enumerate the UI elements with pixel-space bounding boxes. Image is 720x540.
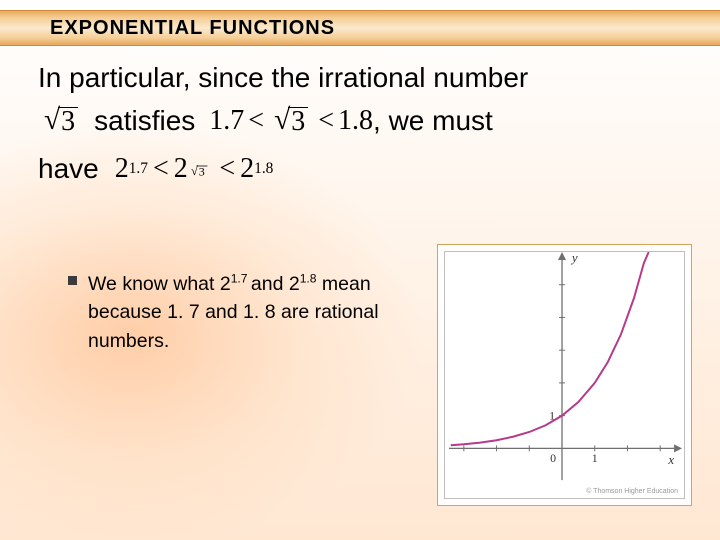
sqrt3-mid: √3	[274, 106, 308, 135]
sqrt3-symbol: √3	[44, 106, 78, 135]
chart-svg: 101yx	[445, 252, 684, 498]
title-bar: EXPONENTIAL FUNCTIONS	[0, 10, 720, 46]
chart-frame: 101yx © Thomson Higher Education	[437, 244, 692, 506]
chart-canvas: 101yx © Thomson Higher Education	[444, 251, 685, 499]
svg-text:y: y	[570, 252, 578, 265]
ineq-lhs: 1.7	[209, 99, 244, 142]
bullet-text-a: We know what 2	[88, 273, 231, 295]
svg-text:1: 1	[592, 451, 598, 465]
have-text: have	[38, 147, 99, 190]
body-text: In particular, since the irrational numb…	[38, 56, 688, 190]
bullet-square-icon	[68, 276, 77, 285]
bullet-sup2: 1.8	[300, 272, 317, 286]
bullet-text-b: and 2	[251, 273, 300, 295]
chart-credit: © Thomson Higher Education	[586, 488, 678, 495]
sqrt-arg: 3	[58, 107, 78, 136]
inequality-2: 21.7 < 2√3 < 21.8	[115, 147, 274, 190]
ineq-rhs: 1.8	[338, 99, 373, 142]
slide-root: EXPONENTIAL FUNCTIONS In particular, sin…	[0, 0, 720, 540]
bullet-note: We know what 21.7 and 21.8 mean because …	[88, 270, 428, 355]
inequality-1: 1.7 < √3 < 1.8	[209, 99, 373, 142]
svg-text:0: 0	[550, 451, 556, 465]
satisfies-text: satisfies	[94, 99, 195, 142]
slide-title: EXPONENTIAL FUNCTIONS	[50, 17, 335, 40]
we-must-text: , we must	[373, 99, 493, 142]
bullet-sup1: 1.7	[231, 272, 251, 286]
line1-text: In particular, since the irrational numb…	[38, 56, 528, 99]
svg-text:x: x	[667, 453, 674, 467]
